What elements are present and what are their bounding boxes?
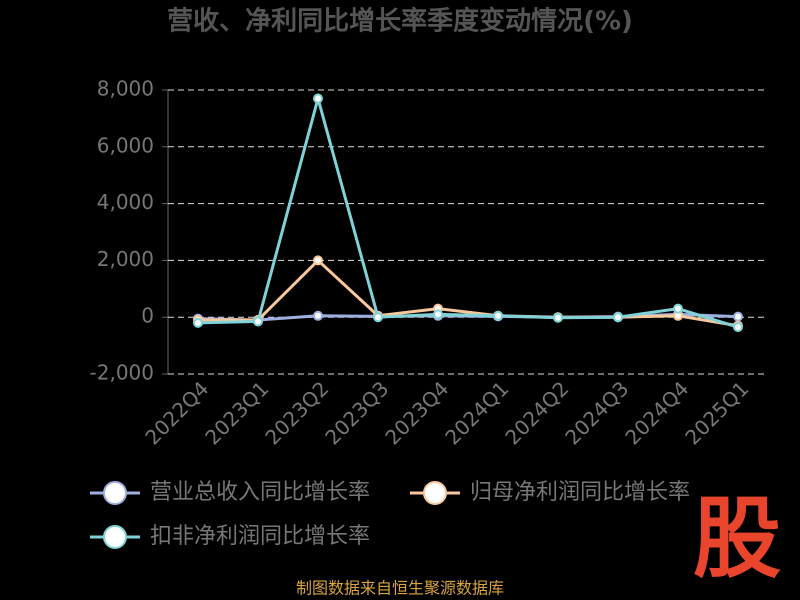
y-tick-label: -2,000 bbox=[90, 361, 154, 385]
legend-label: 扣非净利润同比增长率 bbox=[150, 524, 370, 549]
x-tick-label: 2022Q4 bbox=[140, 376, 213, 449]
data-point bbox=[493, 310, 503, 321]
data-point bbox=[313, 93, 323, 104]
legend-label: 归母净利润同比增长率 bbox=[470, 480, 690, 505]
y-tick-label: 0 bbox=[141, 304, 154, 328]
x-tick-label: 2023Q4 bbox=[380, 376, 453, 449]
data-point bbox=[733, 311, 743, 322]
legend-label: 营业总收入同比增长率 bbox=[150, 480, 370, 505]
data-point bbox=[433, 309, 443, 320]
y-tick-label: 8,000 bbox=[97, 77, 154, 101]
source-note: 制图数据来自恒生聚源数据库 bbox=[296, 579, 504, 598]
x-tick-label: 2023Q1 bbox=[200, 376, 273, 449]
legend-marker bbox=[103, 481, 127, 505]
y-tick-label: 4,000 bbox=[97, 190, 154, 214]
data-point bbox=[613, 312, 623, 323]
data-point bbox=[733, 322, 743, 333]
x-tick-label: 2024Q3 bbox=[560, 376, 633, 449]
data-point bbox=[253, 316, 263, 327]
logo: 股 bbox=[693, 487, 781, 590]
x-tick-label: 2023Q2 bbox=[260, 376, 333, 449]
chart-title: 营收、净利同比增长率季度变动情况(%) bbox=[167, 6, 633, 37]
legend-marker bbox=[423, 481, 447, 505]
legend-marker bbox=[103, 525, 127, 549]
x-tick-label: 2024Q2 bbox=[500, 376, 573, 449]
data-point bbox=[193, 317, 203, 328]
x-tick-label: 2025Q1 bbox=[680, 376, 753, 449]
x-tick-label: 2024Q4 bbox=[620, 376, 693, 449]
data-point bbox=[313, 310, 323, 321]
y-tick-label: 2,000 bbox=[97, 247, 154, 271]
data-point bbox=[373, 312, 383, 323]
x-tick-label: 2023Q3 bbox=[320, 376, 393, 449]
data-point bbox=[313, 255, 323, 266]
series-line bbox=[198, 258, 739, 328]
data-point bbox=[673, 303, 683, 314]
data-point bbox=[553, 312, 563, 323]
series-line bbox=[197, 92, 739, 329]
y-tick-label: 6,000 bbox=[97, 133, 154, 157]
x-tick-label: 2024Q1 bbox=[440, 376, 513, 449]
